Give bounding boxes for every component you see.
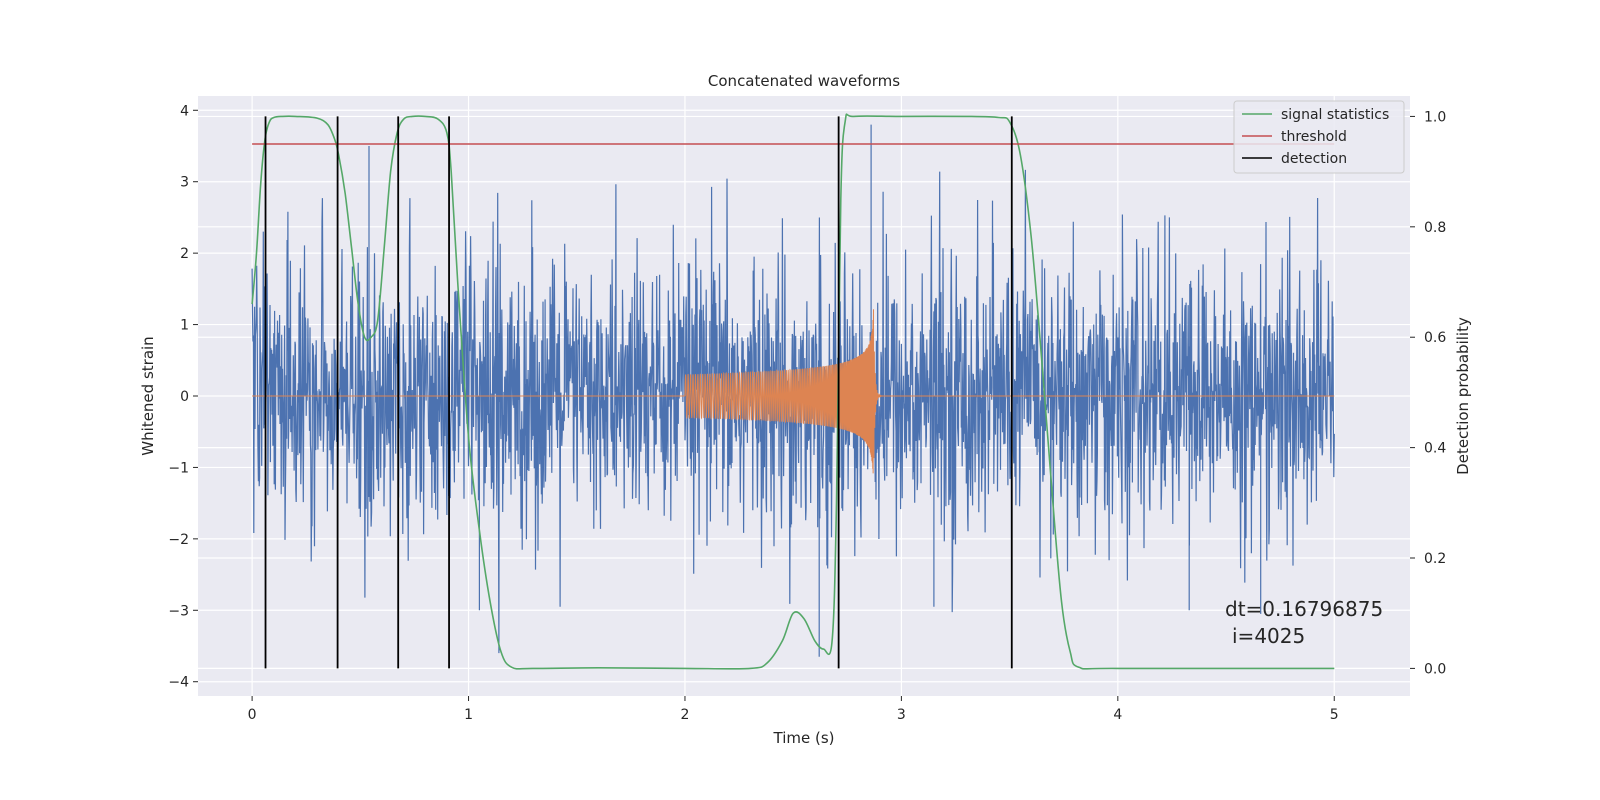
x-tick-label: 3 xyxy=(897,707,906,723)
y-tick-label: −4 xyxy=(168,675,189,691)
annotation-dt: dt=0.16796875 xyxy=(1225,597,1383,621)
legend-label-detection: detection xyxy=(1281,151,1347,167)
x-tick-label: 1 xyxy=(464,707,473,723)
y-tick-label: −1 xyxy=(168,460,189,476)
legend-label-signal-statistics: signal statistics xyxy=(1281,107,1389,123)
y2-tick-label: 0.6 xyxy=(1424,330,1446,346)
x-tick-label: 4 xyxy=(1113,707,1122,723)
x-axis-ticks: 0 1 2 3 4 5 xyxy=(248,696,1339,723)
y2-tick-label: 0.0 xyxy=(1424,661,1446,677)
y2-tick-label: 1.0 xyxy=(1424,109,1446,125)
y-tick-label: 2 xyxy=(180,246,189,262)
y-tick-label: 1 xyxy=(180,318,189,334)
annotation-index: i=4025 xyxy=(1232,624,1305,648)
left-y-axis-ticks: −4 −3 −2 −1 0 1 2 3 4 xyxy=(168,103,198,691)
right-y-axis-ticks: 0.0 0.2 0.4 0.6 0.8 1.0 xyxy=(1410,109,1446,677)
y2-tick-label: 0.2 xyxy=(1424,551,1446,567)
y-tick-label: 0 xyxy=(180,389,189,405)
legend-box xyxy=(1233,100,1405,174)
template-waveform-line xyxy=(252,309,1335,474)
legend: signal statistics threshold detection xyxy=(1233,100,1405,174)
chart-title: Concatenated waveforms xyxy=(708,72,900,90)
y2-tick-label: 0.8 xyxy=(1424,220,1446,236)
legend-label-threshold: threshold xyxy=(1281,129,1347,145)
y-tick-label: −2 xyxy=(168,532,189,548)
y-axis-label: Whitened strain xyxy=(139,336,157,455)
y-tick-label: 3 xyxy=(180,175,189,191)
x-axis-label: Time (s) xyxy=(773,729,835,747)
right-y-axis-label: Detection probability xyxy=(1454,317,1472,475)
y-tick-label: −3 xyxy=(168,603,189,619)
plot-content xyxy=(251,113,1335,670)
whitened-strain-line xyxy=(251,124,1335,657)
x-tick-label: 2 xyxy=(681,707,690,723)
detection-lines xyxy=(264,116,1013,669)
x-tick-label: 5 xyxy=(1330,707,1339,723)
x-tick-label: 0 xyxy=(248,707,257,723)
y-tick-label: 4 xyxy=(180,103,189,119)
y2-tick-label: 0.4 xyxy=(1424,441,1446,457)
